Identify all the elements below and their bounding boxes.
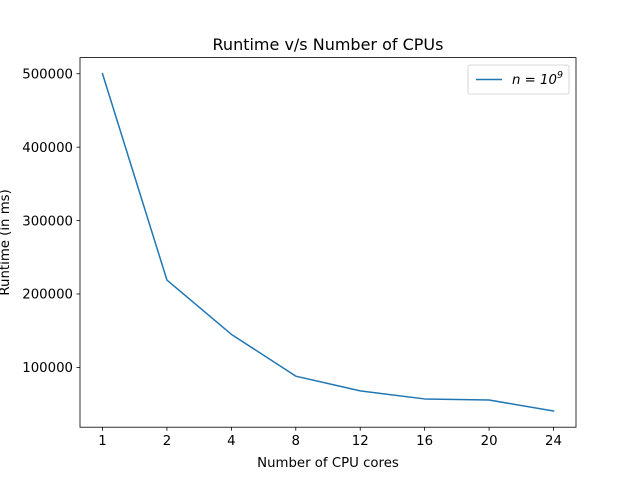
x-axis: 1 2 4 8 12 16 20 24 bbox=[98, 427, 562, 449]
x-tick-label: 1 bbox=[98, 434, 106, 449]
x-tick-label: 4 bbox=[227, 434, 235, 449]
x-axis-title: Number of CPU cores bbox=[257, 456, 399, 471]
legend-label: n = 109 bbox=[512, 70, 563, 88]
x-tick-label: 24 bbox=[545, 434, 562, 449]
legend: n = 109 bbox=[467, 64, 570, 95]
legend-box bbox=[467, 64, 570, 95]
x-tick-label: 8 bbox=[292, 434, 300, 449]
series-layer bbox=[101, 72, 555, 412]
chart-title: Runtime v/s Number of CPUs bbox=[213, 35, 444, 54]
x-tick-label: 16 bbox=[416, 434, 433, 449]
x-tick-label: 20 bbox=[481, 434, 498, 449]
legend-label-exponent: 9 bbox=[557, 70, 563, 81]
y-axis: 100000 200000 300000 400000 500000 bbox=[22, 67, 80, 376]
x-tick-label: 12 bbox=[352, 434, 369, 449]
y-tick-label: 400000 bbox=[22, 141, 73, 156]
y-tick-label: 100000 bbox=[22, 361, 73, 376]
legend-label-base: n = 10 bbox=[512, 73, 557, 88]
y-tick-label: 200000 bbox=[22, 288, 73, 303]
y-tick-label: 300000 bbox=[22, 214, 73, 229]
plot-area bbox=[79, 57, 577, 428]
series-line bbox=[101, 72, 555, 412]
y-tick-label: 500000 bbox=[22, 67, 73, 82]
x-tick-label: 2 bbox=[163, 434, 171, 449]
y-axis-title: Runtime (in ms) bbox=[0, 189, 13, 295]
